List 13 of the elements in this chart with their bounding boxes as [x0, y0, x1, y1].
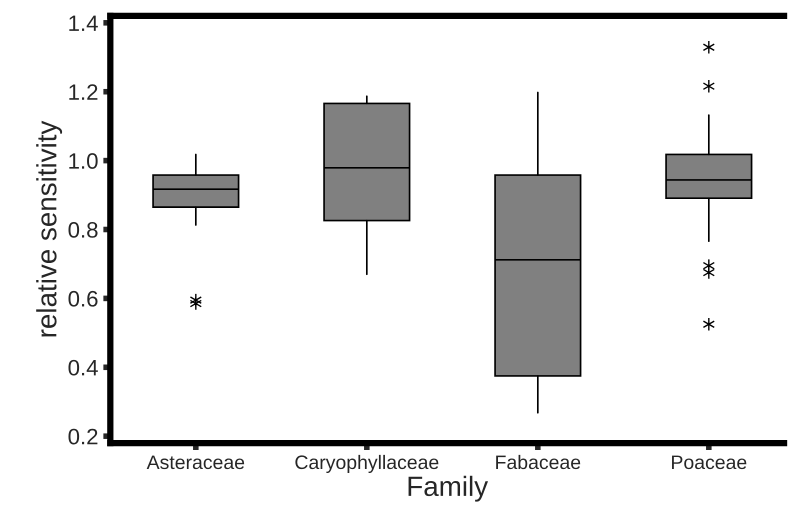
y-tick-label: 1.2: [69, 84, 98, 100]
x-tick-label: Poaceae: [672, 456, 746, 470]
y-tick-label: 1.0: [69, 153, 98, 169]
x-tick-label: Caryophyllaceae: [295, 454, 438, 473]
y-axis-title: relative sensitivity: [36, 120, 62, 336]
x-axis-title: Family: [408, 476, 488, 502]
y-tick-label: 0.4: [68, 360, 98, 376]
x-tick-label: Asteraceae: [146, 456, 244, 470]
y-tick-label: 1.4: [69, 16, 98, 31]
y-tick-label: 0.6: [68, 290, 98, 307]
x-tick-label: Fabaceae: [496, 454, 580, 470]
y-tick-label: 0.8: [68, 222, 98, 238]
y-tick-label: 0.2: [68, 428, 98, 444]
